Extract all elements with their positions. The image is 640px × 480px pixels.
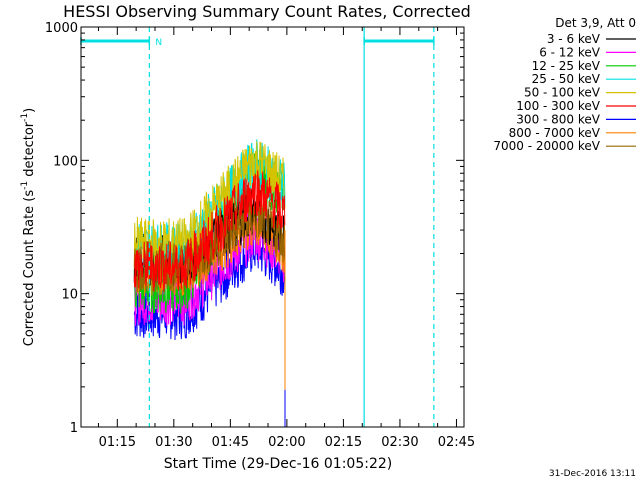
legend-label: 7000 - 20000 keV — [493, 139, 600, 153]
legend-label: 800 - 7000 keV — [509, 126, 601, 140]
plot-frame — [80, 26, 465, 428]
y-tick-label: 100 — [53, 154, 78, 169]
legend-label: 300 - 800 keV — [516, 112, 600, 126]
y-tick-label: 1 — [70, 421, 78, 436]
y-tick-label: 1000 — [45, 21, 78, 36]
data-layer — [133, 139, 286, 427]
legend-label: 12 - 25 keV — [532, 59, 601, 73]
x-tick-label: 02:45 — [438, 435, 475, 450]
y-axis-label: Corrected Count Rate (s-1 detector-1) — [20, 108, 37, 346]
footer-timestamp: 31-Dec-2016 13:11 — [549, 469, 636, 479]
y-tick-label: 10 — [61, 288, 78, 303]
legend-label: 3 - 6 keV — [547, 32, 601, 46]
chart-title: HESSI Observing Summary Count Rates, Cor… — [63, 2, 471, 21]
legend-label: 25 - 50 keV — [532, 72, 601, 86]
x-tick-label: 01:45 — [212, 435, 249, 450]
legend-label: 50 - 100 keV — [524, 86, 601, 100]
legend-label: 6 - 12 keV — [539, 45, 601, 59]
x-tick-label: 01:30 — [155, 435, 192, 450]
x-tick-label: 02:00 — [268, 435, 305, 450]
night-annotation: N — [155, 38, 162, 48]
legend-label: 100 - 300 keV — [516, 99, 600, 113]
x-axis-label: Start Time (29-Dec-16 01:05:22) — [164, 456, 392, 472]
x-tick-label: 02:30 — [381, 435, 418, 450]
axes: 01:15 01:30 01:45 02:00 02:15 02:30 02:45 1 10 10… — [45, 21, 475, 450]
x-tick-label: 02:15 — [325, 435, 362, 450]
legend-title: Det 3,9, Att 0 — [555, 16, 636, 30]
series-line — [133, 141, 286, 269]
x-tick-label: 01:15 — [99, 435, 136, 450]
series-line — [133, 170, 286, 292]
